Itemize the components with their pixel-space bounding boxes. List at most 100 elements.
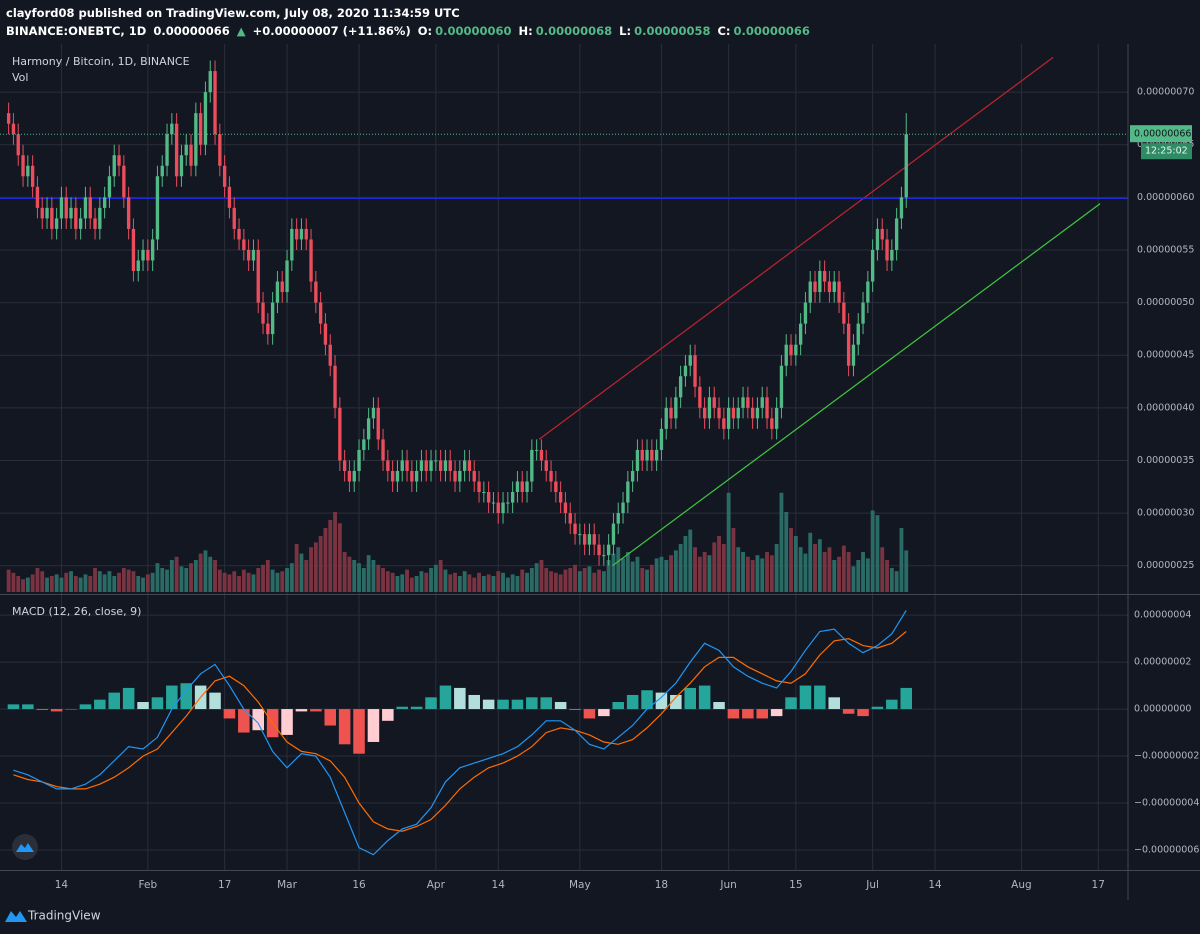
candle-body xyxy=(875,228,880,250)
volume-bar xyxy=(6,569,11,592)
volume-bar xyxy=(721,544,726,592)
close-label: C: xyxy=(717,24,731,38)
volume-bar xyxy=(21,579,25,592)
macd-histogram-bar xyxy=(698,685,711,710)
candle-body xyxy=(626,481,630,503)
chart-title: Harmony / Bitcoin, 1D, BINANCE xyxy=(12,55,190,68)
candle-body xyxy=(597,544,601,556)
candle-body xyxy=(846,323,851,366)
x-tick-label: Aug xyxy=(1011,879,1032,891)
candle-body xyxy=(107,176,112,198)
y-tick-label: 0.00000050 xyxy=(1137,297,1194,308)
candle-body xyxy=(424,460,428,471)
volume-bar xyxy=(443,569,448,592)
candle-body xyxy=(530,449,534,482)
timer-label: 12:25:02 xyxy=(1145,146,1188,157)
volume-bar xyxy=(597,569,601,592)
trend-line xyxy=(538,56,1054,440)
volume-bar xyxy=(16,576,21,592)
x-tick-label: 17 xyxy=(1092,879,1105,891)
macd-histogram-bar xyxy=(828,697,840,710)
volume-bar xyxy=(750,560,755,592)
volume-bar xyxy=(621,558,625,592)
candle-body xyxy=(726,407,731,429)
volume-bar xyxy=(453,572,457,592)
candle-body xyxy=(813,281,817,293)
candle-body xyxy=(117,155,121,166)
volume-bar xyxy=(155,563,160,592)
candle-body xyxy=(366,418,371,440)
volume-bar xyxy=(165,569,169,592)
candle-body xyxy=(750,407,755,419)
candle-body xyxy=(102,197,107,208)
macd-histogram-bar xyxy=(511,699,524,710)
candle-body xyxy=(362,439,366,450)
macd-histogram-bar xyxy=(209,692,221,710)
volume-bar xyxy=(707,555,712,592)
x-tick-label: 15 xyxy=(789,879,802,891)
volume-bar xyxy=(241,569,246,592)
macd-histogram-bar xyxy=(626,694,639,710)
y-tick-label: 0.00000035 xyxy=(1137,455,1194,466)
volume-bar xyxy=(529,568,534,592)
volume-bar xyxy=(774,544,779,592)
volume-bar xyxy=(376,564,381,592)
candle-body xyxy=(141,249,145,261)
volume-bar xyxy=(275,572,280,592)
candle-body xyxy=(779,365,784,408)
volume-bar xyxy=(352,560,357,592)
volume-bar xyxy=(385,571,390,592)
x-tick-label: 14 xyxy=(492,879,506,891)
macd-histogram-bar xyxy=(295,709,308,712)
volume-bar xyxy=(150,572,155,592)
publish-line: clayford08 published on TradingView.com,… xyxy=(6,4,813,22)
candle-body xyxy=(664,407,668,429)
volume-bar xyxy=(765,552,769,592)
volume-bar xyxy=(256,568,261,592)
candle-body xyxy=(904,134,908,198)
candle-body xyxy=(592,534,596,545)
candle-body xyxy=(736,407,740,419)
volume-bar xyxy=(323,528,328,592)
macd-histogram-bar xyxy=(598,709,610,717)
macd-histogram-bar xyxy=(713,702,725,710)
close-value: 0.00000066 xyxy=(733,24,810,38)
macd-histogram-bar xyxy=(439,685,452,710)
candle-body xyxy=(242,239,246,250)
volume-bar xyxy=(189,563,193,592)
volume-bar xyxy=(875,515,880,592)
macd-tick-label: −0.00000006 xyxy=(1134,845,1199,856)
volume-bar xyxy=(678,544,683,592)
candle-body xyxy=(765,397,769,419)
x-tick-label: May xyxy=(569,879,591,891)
volume-bar xyxy=(366,555,371,592)
candle-body xyxy=(549,470,553,482)
volume-bar xyxy=(769,555,774,592)
candle-body xyxy=(894,218,899,250)
volume-bar xyxy=(861,552,865,592)
macd-tick-label: 0.00000000 xyxy=(1134,704,1191,715)
candle-body xyxy=(112,155,116,177)
candle-body xyxy=(155,176,160,240)
candle-body xyxy=(707,397,712,419)
candle-body xyxy=(544,460,548,471)
macd-histogram-bar xyxy=(382,709,394,721)
candle-body xyxy=(534,449,539,451)
volume-bar xyxy=(328,520,333,592)
candle-body xyxy=(453,470,457,482)
y-tick-label: 0.00000055 xyxy=(1137,244,1194,255)
volume-bar xyxy=(237,576,241,592)
candle-body xyxy=(434,460,438,462)
high-label: H: xyxy=(518,24,533,38)
candle-body xyxy=(59,197,64,219)
volume-bar xyxy=(472,577,477,592)
candle-body xyxy=(803,302,808,324)
candle-body xyxy=(88,197,92,219)
candle-body xyxy=(630,470,635,482)
y-tick-label: 0.00000025 xyxy=(1137,560,1194,571)
volume-bar xyxy=(779,492,784,592)
volume-bar xyxy=(851,566,856,592)
macd-histogram-bar xyxy=(727,709,740,719)
last-price: 0.00000066 xyxy=(153,24,230,38)
